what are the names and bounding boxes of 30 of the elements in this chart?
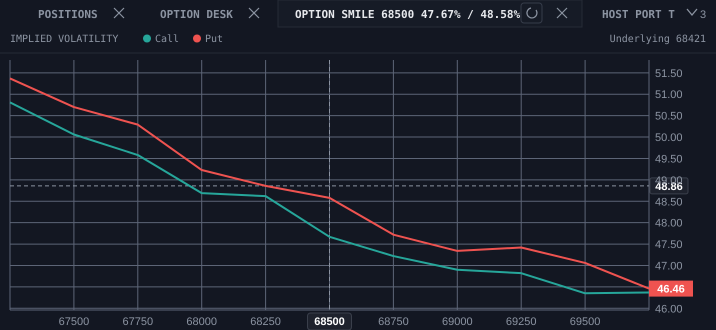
y-tick-label: 48.50 — [655, 196, 683, 208]
x-tick-label: 68500 — [314, 316, 345, 328]
x-tick-label: 67750 — [122, 316, 154, 328]
x-tick-label: 69500 — [570, 316, 600, 328]
x-tick-label: 69250 — [506, 316, 536, 328]
x-tick-label: 68750 — [378, 316, 409, 328]
chart-title: OPTION SMILE 68500 47.67% / 48.58% — [295, 8, 521, 21]
y-tick-label: 46.00 — [655, 303, 683, 316]
text: HOST PORT T — [602, 8, 676, 21]
y-tick-label: 50.00 — [655, 132, 683, 144]
legend-label: Put — [205, 34, 224, 45]
x-tick-label: 69000 — [442, 316, 473, 328]
chart-subtitle: IMPLIED VOLATILITY — [10, 34, 118, 45]
text: 3 — [700, 9, 706, 21]
y-tick-label: 48.00 — [655, 218, 683, 230]
y-tick-label: 47.50 — [655, 239, 683, 252]
ref-line-label: 48.86 — [655, 180, 683, 193]
y-tick-label: 49.50 — [655, 153, 683, 166]
text: POSITIONS — [38, 8, 98, 21]
legend-label: Call — [155, 34, 180, 45]
x-tick-label: 68250 — [250, 316, 281, 328]
y-tick-label: 51.50 — [655, 68, 683, 80]
y-tick-label: 51.00 — [655, 89, 683, 102]
x-tick-label: 67500 — [58, 316, 90, 328]
y-tick-label: 47.00 — [655, 260, 683, 272]
x-tick-label: 68000 — [186, 316, 217, 328]
data-label: 46.46 — [657, 284, 685, 296]
text: Underlying 68421 — [610, 34, 706, 45]
y-tick-label: 50.50 — [655, 110, 683, 123]
text: OPTION DESK — [160, 8, 234, 21]
